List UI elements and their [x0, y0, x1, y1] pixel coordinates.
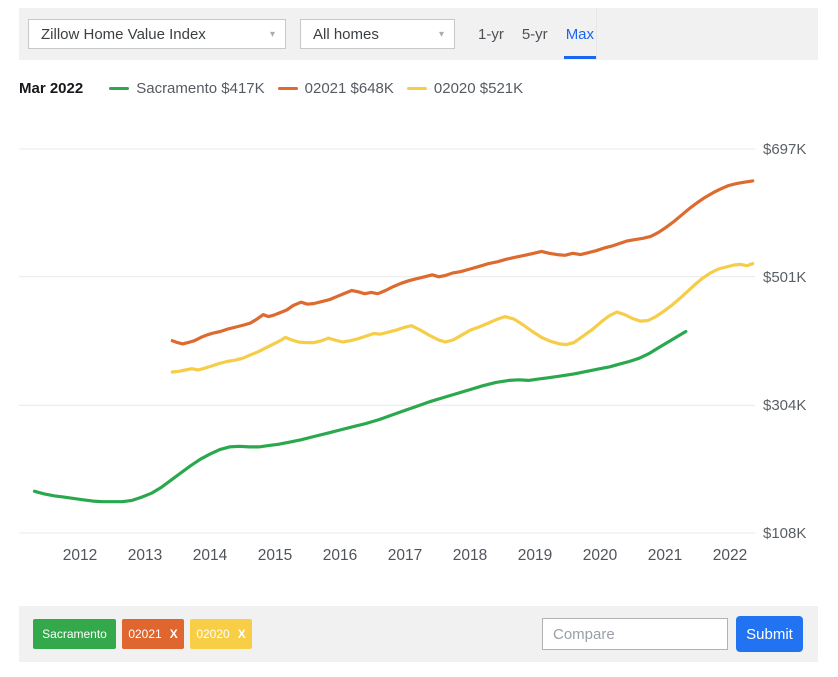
- time-range-tabs: 1-yr 5-yr Max: [476, 8, 597, 60]
- legend-item-label: Sacramento $417K: [136, 79, 265, 97]
- line-swatch-icon: [406, 86, 427, 90]
- region-chip-02021[interactable]: 02021 X: [122, 619, 184, 649]
- x-axis-tick-label: 2012: [63, 547, 97, 564]
- y-axis-tick-label: $108K: [763, 525, 806, 542]
- legend-item-02020: 02020 $521K: [406, 79, 524, 97]
- x-axis-tick-label: 2020: [583, 547, 618, 564]
- region-chip-02020[interactable]: 02020 X: [190, 619, 252, 649]
- x-axis-tick-label: 2016: [323, 547, 357, 564]
- region-chip-label: Sacramento: [42, 627, 107, 641]
- region-chip-sacramento[interactable]: Sacramento: [33, 619, 116, 649]
- tab-5yr[interactable]: 5-yr: [521, 25, 548, 43]
- region-chip-label: 02021: [128, 627, 162, 641]
- x-axis-tick-label: 2017: [388, 547, 422, 564]
- remove-chip-icon[interactable]: X: [169, 627, 178, 641]
- x-axis-tick-label: 2018: [453, 547, 487, 564]
- x-axis-tick-label: 2021: [648, 547, 682, 564]
- chevron-down-icon: ▾: [269, 28, 275, 40]
- legend-item-02021: 02021 $648K: [277, 79, 394, 97]
- x-axis-tick-label: 2015: [258, 547, 292, 564]
- series-line-02021: [170, 179, 755, 346]
- x-axis-tick-label: 2022: [713, 547, 747, 564]
- region-chip-label: 02020: [196, 627, 230, 641]
- metric-select[interactable]: Zillow Home Value Index ▾: [28, 19, 286, 49]
- remove-chip-icon[interactable]: X: [237, 627, 246, 641]
- series-line-02020: [170, 262, 755, 374]
- chart-legend: Mar 2022 Sacramento $417K 02021 $648K 02…: [19, 76, 536, 100]
- legend-item-label: 02021 $648K: [304, 79, 394, 97]
- y-axis-tick-label: $697K: [763, 141, 806, 158]
- home-type-select[interactable]: All homes ▾: [300, 19, 455, 49]
- submit-button[interactable]: Submit: [736, 616, 803, 652]
- compare-input[interactable]: [542, 618, 728, 650]
- line-chart-canvas: $697K $501K $304K $108K 2012 2013 2014 2015 2016…: [19, 141, 806, 564]
- y-axis-tick-label: $501K: [763, 269, 806, 286]
- toolbar: Zillow Home Value Index ▾ All homes ▾ 1-…: [19, 8, 818, 60]
- home-value-chart: $697K $501K $304K $108K 2012 2013 2014 2015 2016…: [0, 120, 838, 580]
- home-type-select-value: All homes: [313, 25, 379, 43]
- legend-item-label: 02020 $521K: [433, 79, 524, 97]
- x-axis-tick-label: 2014: [193, 547, 228, 564]
- legend-item-sacramento: Sacramento $417K: [109, 79, 265, 97]
- line-swatch-icon: [109, 86, 130, 90]
- toolbar-divider: [596, 8, 597, 60]
- tab-1yr[interactable]: 1-yr: [478, 25, 504, 43]
- legend-date: Mar 2022: [19, 79, 84, 97]
- compare-bar: Sacramento 02021 X 02020 X Submit: [19, 606, 818, 662]
- metric-select-value: Zillow Home Value Index: [41, 25, 206, 43]
- x-axis-tick-label: 2019: [518, 547, 552, 564]
- line-swatch-icon: [277, 86, 298, 90]
- x-axis-tick-label: 2013: [128, 547, 162, 564]
- y-axis-tick-label: $304K: [763, 397, 806, 414]
- series-line-Sacramento: [32, 329, 688, 504]
- tab-max[interactable]: Max: [563, 8, 597, 60]
- chevron-down-icon: ▾: [438, 28, 444, 40]
